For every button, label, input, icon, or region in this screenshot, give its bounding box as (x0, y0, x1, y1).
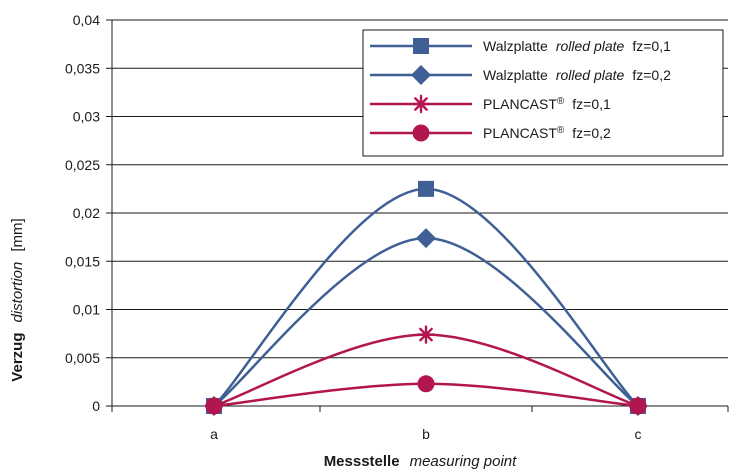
series-4-point-c (629, 397, 647, 415)
x-tick-label: c (635, 426, 642, 442)
legend-entry-4: PLANCAST® fz=0,2 (483, 125, 611, 142)
series-line-1 (213, 187, 639, 407)
axis-labels: Messstelle measuring point Verzugdistortio… (9, 218, 517, 470)
legend: Walzplatte rolled plate fz=0,1 Walzplatte ro… (362, 29, 724, 157)
series-4-point-a (205, 397, 223, 415)
legend-entry-2: Walzplatte rolled plate fz=0,2 (483, 67, 671, 83)
legend-marker-2 (411, 65, 431, 85)
y-tick-label: 0,015 (65, 253, 100, 269)
series-1-point-b (418, 180, 434, 197)
series-lines (213, 187, 639, 408)
series-3-point-b (416, 325, 436, 344)
series-line-3 (213, 333, 639, 408)
x-tick-label: a (210, 426, 218, 442)
series-4-point-b (417, 375, 435, 393)
y-tick-label: 0,03 (73, 109, 100, 125)
legend-marker-1 (413, 38, 429, 54)
legend-entry-1: Walzplatte rolled plate fz=0,1 (483, 38, 671, 54)
y-tick-label: 0,035 (65, 60, 100, 76)
legend-marker-3 (411, 94, 431, 114)
y-tick-label: 0,02 (73, 205, 100, 221)
y-tick-label: 0,005 (65, 350, 100, 366)
y-tick-label: 0,025 (65, 157, 100, 173)
y-tick-label: 0,01 (73, 302, 100, 318)
y-tick-label: 0 (92, 398, 100, 414)
legend-entry-3: PLANCAST® fz=0,1 (483, 96, 611, 113)
y-axis-title: Verzugdistortion[mm] (9, 218, 26, 381)
x-axis-title: Messstelle measuring point (324, 453, 517, 470)
y-tick-label: 0,04 (73, 12, 100, 28)
axes: 0 0,005 0,01 0,015 0,02 0,025 0,03 0,035 0,04 a b c (65, 12, 729, 442)
series-2-point-b (416, 228, 436, 249)
x-tick-label: b (422, 426, 430, 442)
series-markers (204, 180, 648, 416)
legend-marker-4 (412, 124, 430, 142)
